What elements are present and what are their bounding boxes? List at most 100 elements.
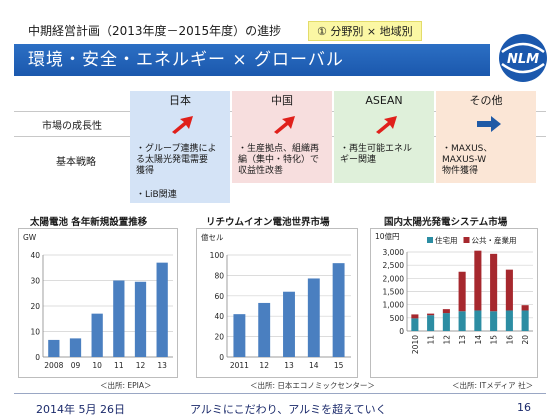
bar xyxy=(258,302,271,357)
up-right-arrow-icon xyxy=(172,116,193,134)
bar-industrial xyxy=(442,309,450,314)
bar-residential xyxy=(411,318,419,331)
chart-lib: 億セル 0 20 40 60 80 100 2011 12 13 14 15 xyxy=(196,228,358,378)
x-tick-label: 13 xyxy=(458,335,467,345)
strategy-text: ・再生可能エネル xyxy=(340,144,413,154)
x-tick-label: 12 xyxy=(136,361,146,370)
bar xyxy=(233,314,246,357)
x-tick-label: 15 xyxy=(490,335,499,345)
y-tick-label: 0 xyxy=(35,353,40,362)
chart-title-solar: 太陽電池 各年新規設置推移 xyxy=(30,217,148,228)
bar xyxy=(156,262,168,357)
x-tick-label: 20 xyxy=(521,335,530,345)
x-tick-label: 15 xyxy=(334,361,344,370)
strategy-text: ・LiB関連 xyxy=(136,190,177,200)
y-tick-label: 80 xyxy=(214,271,224,280)
y-tick-label: 20 xyxy=(30,302,40,311)
bar xyxy=(283,291,295,357)
company-logo: NLM xyxy=(499,34,547,82)
y-tick-label: 2,500 xyxy=(383,261,405,270)
bar-industrial xyxy=(490,253,498,312)
y-tick-label: 40 xyxy=(214,312,224,321)
x-tick-label: 13 xyxy=(157,361,167,370)
bar-residential xyxy=(442,313,450,331)
x-tick-label: 14 xyxy=(309,361,319,370)
up-right-arrow-icon xyxy=(376,116,397,134)
matrix-column-bg xyxy=(130,91,230,203)
row-label-growth: 市場の成長性 xyxy=(42,121,102,132)
page-number: 16 xyxy=(517,401,531,414)
y-tick-label: 20 xyxy=(214,333,224,342)
legend-entry: 住宅用 xyxy=(435,235,458,245)
svg-text:NLM: NLM xyxy=(507,52,539,67)
section-banner: 環境・安全・エネルギー × グローバル xyxy=(14,44,490,76)
matrix-column-bg xyxy=(232,91,332,183)
bar-residential xyxy=(458,311,466,331)
strategy-text: 獲得 xyxy=(136,166,155,176)
x-tick-label: 2010 xyxy=(411,335,420,354)
bar-residential xyxy=(521,310,529,331)
x-tick-label: 2011 xyxy=(230,361,249,370)
y-tick-label: 0 xyxy=(399,327,404,336)
row-label-strategy: 基本戦略 xyxy=(56,157,96,168)
footer-slogan: アルミにこだわり、アルミを超えていく xyxy=(190,403,387,416)
strategy-text: ・MAXUS、 xyxy=(442,144,493,154)
strategy-text: 物件獲得 xyxy=(442,166,479,176)
strategy-text: MAXUS-W xyxy=(442,155,487,165)
bar-industrial xyxy=(505,269,513,311)
bar xyxy=(134,281,147,357)
chart-pv-system: 10億円 0 500 1,000 1,500 2,000 2,500 3,000 2010 11 1… xyxy=(370,228,538,378)
footer-divider xyxy=(14,393,546,394)
y-tick-label: 3,000 xyxy=(383,248,405,257)
x-tick-label: 12 xyxy=(259,361,269,370)
legend-swatch xyxy=(427,237,433,243)
strategy-text: ・グループ連携によ xyxy=(136,144,217,154)
bar-industrial xyxy=(521,305,529,311)
x-tick-label: 10 xyxy=(92,361,102,370)
matrix-column-bg xyxy=(436,91,536,183)
bar xyxy=(69,338,82,357)
matrix-column-bg xyxy=(334,91,434,183)
y-axis-label: 億セル xyxy=(201,232,224,242)
matrix-column-header: その他 xyxy=(469,94,503,107)
y-tick-label: 30 xyxy=(30,277,40,286)
matrix-column-header: 中国 xyxy=(271,94,293,107)
x-tick-label: 09 xyxy=(71,361,81,370)
bar-industrial xyxy=(427,313,435,316)
y-axis-label: 10億円 xyxy=(375,231,400,241)
x-tick-label: 2008 xyxy=(44,361,63,370)
chart-title-pv-system: 国内太陽光発電システム市場 xyxy=(384,217,508,228)
source-pv-system: ＜出所: ITメディア 社＞ xyxy=(452,381,534,390)
subtitle-badge: ① 分野別 × 地域別 xyxy=(308,21,422,41)
x-tick-label: 11 xyxy=(114,361,124,370)
chart-solar: GW 0 10 20 30 40 2008 09 10 11 12 13 xyxy=(18,228,178,378)
bar-industrial xyxy=(411,314,419,319)
bar-residential xyxy=(427,315,435,331)
x-tick-label: 12 xyxy=(442,335,451,345)
y-tick-label: 40 xyxy=(30,251,40,260)
bar xyxy=(48,339,60,357)
legend-swatch xyxy=(463,237,470,243)
x-tick-label: 13 xyxy=(284,361,294,370)
strategy-text: る太陽光発電需要 xyxy=(136,155,209,165)
matrix-column-header: 日本 xyxy=(169,94,191,107)
legend-entry: 公共・産業用 xyxy=(472,235,517,245)
strategy-text: 収益性改善 xyxy=(238,166,284,176)
x-tick-label: 14 xyxy=(474,335,483,345)
bar-residential xyxy=(505,310,513,331)
y-axis-label: GW xyxy=(23,233,37,242)
y-tick-label: 500 xyxy=(390,314,405,323)
footer-date: 2014年 5月 26日 xyxy=(36,403,125,416)
bar xyxy=(113,280,125,357)
strategy-text: ギー関連 xyxy=(340,155,377,165)
up-right-arrow-icon xyxy=(274,116,295,134)
bar xyxy=(307,278,320,357)
y-tick-label: 10 xyxy=(30,328,40,337)
bar-residential xyxy=(474,310,482,331)
bar xyxy=(91,313,103,357)
chart-title-lib: リチウムイオン電池世界市場 xyxy=(206,217,330,228)
y-tick-label: 0 xyxy=(219,353,224,362)
y-tick-label: 2,000 xyxy=(383,274,405,283)
y-tick-label: 60 xyxy=(214,292,224,301)
matrix-column-header: ASEAN xyxy=(365,94,403,107)
